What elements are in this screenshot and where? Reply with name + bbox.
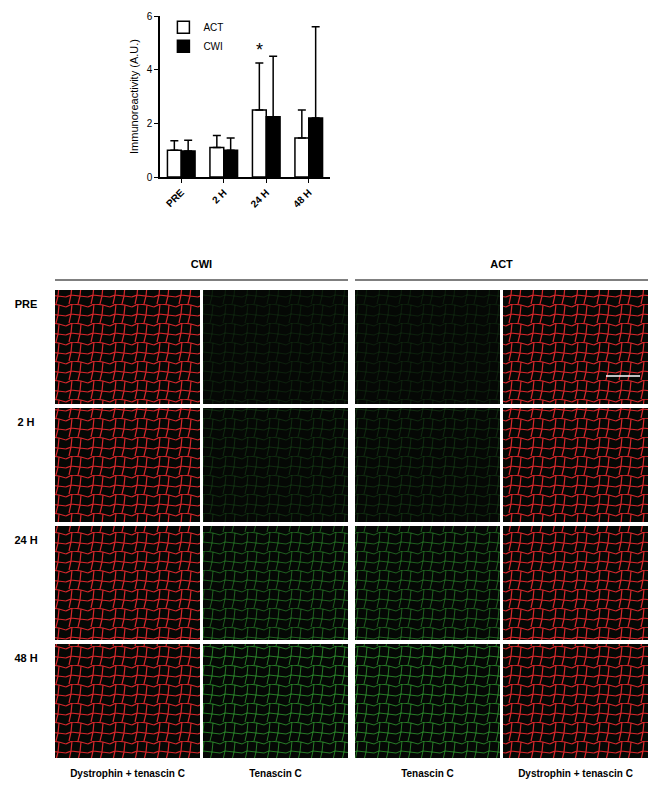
html-text:CWI: CWI — [190, 258, 213, 270]
svg-text:4: 4 — [147, 64, 153, 75]
html-text:2 H: 2 H — [17, 416, 35, 428]
svg-text:2 H: 2 H — [210, 187, 229, 206]
html-text:ACT: ACT — [490, 258, 513, 270]
html-text:Dystrophin + tenascin C: Dystrophin + tenascin C — [518, 768, 633, 779]
svg-text:6: 6 — [147, 11, 153, 22]
svg-text:CWI: CWI — [203, 41, 222, 52]
svg-text:Immunoreactivity (A.U.): Immunoreactivity (A.U.) — [128, 39, 140, 154]
html-text:48 H: 48 H — [14, 652, 38, 664]
html-text:24 H: 24 H — [14, 534, 38, 546]
svg-text:PRE: PRE — [164, 187, 187, 210]
html-text:Dystrophin + tenascin C: Dystrophin + tenascin C — [70, 768, 185, 779]
html-text:PRE: PRE — [14, 298, 38, 310]
svg-text:48 H: 48 H — [291, 187, 314, 210]
svg-text:2: 2 — [147, 118, 153, 129]
html-text:Tenascin C: Tenascin C — [249, 768, 302, 779]
svg-text:24 H: 24 H — [248, 187, 271, 210]
svg-text:ACT: ACT — [203, 22, 223, 33]
svg-text:*: * — [256, 40, 263, 60]
svg-text:0: 0 — [147, 172, 153, 183]
html-text:Tenascin C: Tenascin C — [401, 768, 454, 779]
